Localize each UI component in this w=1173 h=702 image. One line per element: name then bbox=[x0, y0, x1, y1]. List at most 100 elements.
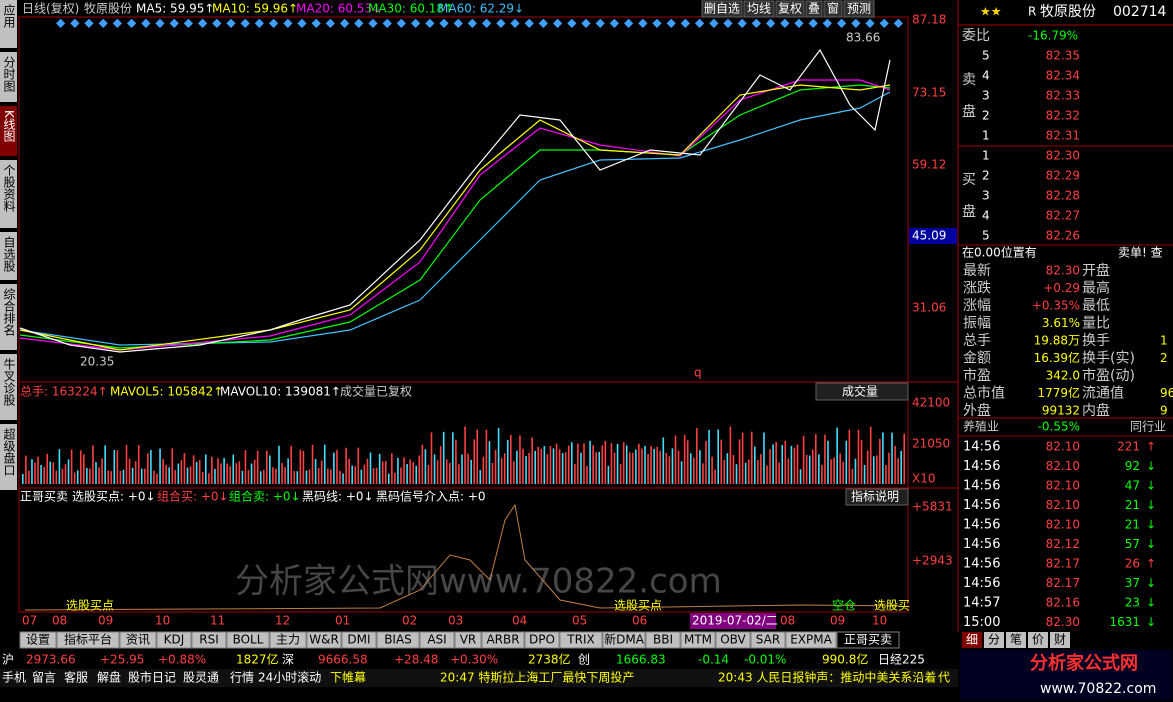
volume-bar bbox=[67, 459, 70, 484]
period: 日线(复权) bbox=[22, 2, 79, 16]
volume-selector[interactable] bbox=[815, 382, 909, 401]
side-tab[interactable] bbox=[0, 0, 17, 48]
marker: ◆ bbox=[340, 16, 350, 30]
bottom-tab[interactable] bbox=[524, 631, 560, 649]
bottom-tab[interactable] bbox=[454, 631, 482, 649]
volume-bar bbox=[357, 447, 360, 484]
tool-button[interactable] bbox=[805, 0, 823, 18]
volume-bar bbox=[491, 463, 494, 484]
status-item[interactable]: 行情 bbox=[230, 671, 254, 685]
bottom-tab[interactable] bbox=[645, 631, 681, 649]
bottom-tab-label: ARBR bbox=[486, 633, 519, 647]
marker: ◆ bbox=[695, 16, 705, 30]
status-item[interactable]: 股灵通 bbox=[183, 671, 219, 685]
status-item[interactable]: 客服 bbox=[64, 670, 88, 685]
bottom-tab[interactable] bbox=[559, 631, 603, 649]
volume-bar bbox=[699, 450, 701, 484]
side-tab[interactable] bbox=[0, 424, 17, 490]
side-tab[interactable] bbox=[0, 160, 17, 228]
right-tab[interactable] bbox=[1006, 632, 1026, 648]
right-tab[interactable] bbox=[984, 632, 1004, 648]
volume-bar bbox=[497, 428, 500, 484]
volume-bar bbox=[333, 452, 335, 484]
bottom-tab[interactable] bbox=[680, 631, 716, 649]
bottom-tab[interactable] bbox=[156, 631, 192, 649]
volume-bar bbox=[601, 445, 604, 484]
status-item[interactable]: 解盘 bbox=[97, 670, 121, 685]
tool-button[interactable] bbox=[701, 0, 743, 18]
bottom-tab[interactable] bbox=[119, 631, 157, 649]
side-tab[interactable] bbox=[0, 354, 17, 420]
status-item[interactable]: 手机 bbox=[2, 671, 26, 685]
marker: ◆ bbox=[709, 16, 719, 30]
bottom-tab[interactable] bbox=[56, 631, 120, 649]
marker: ◆ bbox=[241, 16, 251, 30]
marker: ◆ bbox=[354, 16, 364, 30]
marker: ◆ bbox=[383, 16, 393, 30]
level: 2 bbox=[982, 169, 990, 183]
right-tab[interactable] bbox=[1028, 632, 1048, 648]
volume-bar bbox=[674, 435, 677, 484]
bottom-tab[interactable] bbox=[715, 631, 751, 649]
bottom-tab[interactable] bbox=[341, 631, 377, 649]
stat-label: 最高 bbox=[1082, 280, 1110, 297]
volume-bar bbox=[433, 454, 436, 484]
volume-bar bbox=[388, 473, 390, 484]
volume-bar bbox=[409, 459, 411, 484]
volume-bar bbox=[217, 458, 219, 484]
indicator-label: 组合卖: +0↓ bbox=[229, 489, 301, 504]
volume-bar bbox=[287, 458, 289, 484]
axis-highlight bbox=[909, 228, 957, 244]
volume-bar bbox=[610, 443, 613, 484]
right-tab[interactable] bbox=[962, 632, 982, 648]
volume-bar bbox=[595, 452, 597, 484]
volume-bar bbox=[467, 453, 469, 484]
tool-button[interactable] bbox=[843, 0, 875, 18]
bottom-tab[interactable] bbox=[602, 631, 646, 649]
tick-arrow: ↑ bbox=[1146, 557, 1156, 571]
tool-button[interactable] bbox=[823, 0, 843, 18]
marker: ◆ bbox=[127, 16, 137, 30]
bottom-tab-label: ASI bbox=[427, 633, 446, 647]
bottom-tab[interactable] bbox=[785, 631, 837, 649]
tick-volume: 21 bbox=[1125, 518, 1140, 532]
volume-bar bbox=[885, 465, 887, 484]
tool-button[interactable] bbox=[743, 0, 775, 18]
bottom-tab[interactable] bbox=[226, 631, 270, 649]
status-item[interactable]: 留言 bbox=[32, 671, 56, 685]
side-tab[interactable] bbox=[0, 106, 17, 156]
side-tab[interactable] bbox=[0, 284, 17, 350]
side-tab[interactable] bbox=[0, 52, 17, 102]
volume-bar bbox=[781, 444, 784, 484]
price-axis-label: 31.06 bbox=[912, 301, 946, 315]
volume-bar bbox=[705, 440, 707, 484]
bottom-tab[interactable] bbox=[19, 631, 57, 649]
volume-bar bbox=[839, 453, 841, 484]
volume-bar bbox=[275, 468, 277, 484]
volume-bar bbox=[485, 429, 488, 484]
bottom-tab[interactable] bbox=[419, 631, 455, 649]
side-tab[interactable] bbox=[0, 232, 17, 280]
quote-value: -16.79% bbox=[1028, 29, 1078, 43]
bottom-tab[interactable] bbox=[269, 631, 307, 649]
tool-button[interactable] bbox=[775, 0, 805, 18]
status-item[interactable]: 24小时滚动 bbox=[258, 670, 321, 685]
bottom-tab[interactable] bbox=[306, 631, 342, 649]
tick-volume: 221 bbox=[1117, 440, 1140, 454]
volume-bar bbox=[46, 453, 48, 484]
volume-bar bbox=[482, 456, 485, 484]
bottom-tab-label: 主力 bbox=[276, 633, 300, 647]
right-tab[interactable] bbox=[1050, 632, 1070, 648]
volume-bar bbox=[314, 459, 317, 484]
bottom-tab[interactable] bbox=[836, 631, 900, 649]
indicator-button[interactable] bbox=[845, 488, 909, 506]
bottom-tab[interactable] bbox=[191, 631, 227, 649]
bottom-tab[interactable] bbox=[750, 631, 786, 649]
status-item[interactable]: 股市日记 bbox=[128, 670, 176, 685]
tick-price: 82.17 bbox=[1046, 557, 1080, 571]
volume-bar bbox=[723, 459, 726, 484]
bottom-tab[interactable] bbox=[481, 631, 525, 649]
volume-bar bbox=[25, 455, 27, 484]
volume-bar bbox=[574, 463, 576, 484]
bottom-tab[interactable] bbox=[376, 631, 420, 649]
